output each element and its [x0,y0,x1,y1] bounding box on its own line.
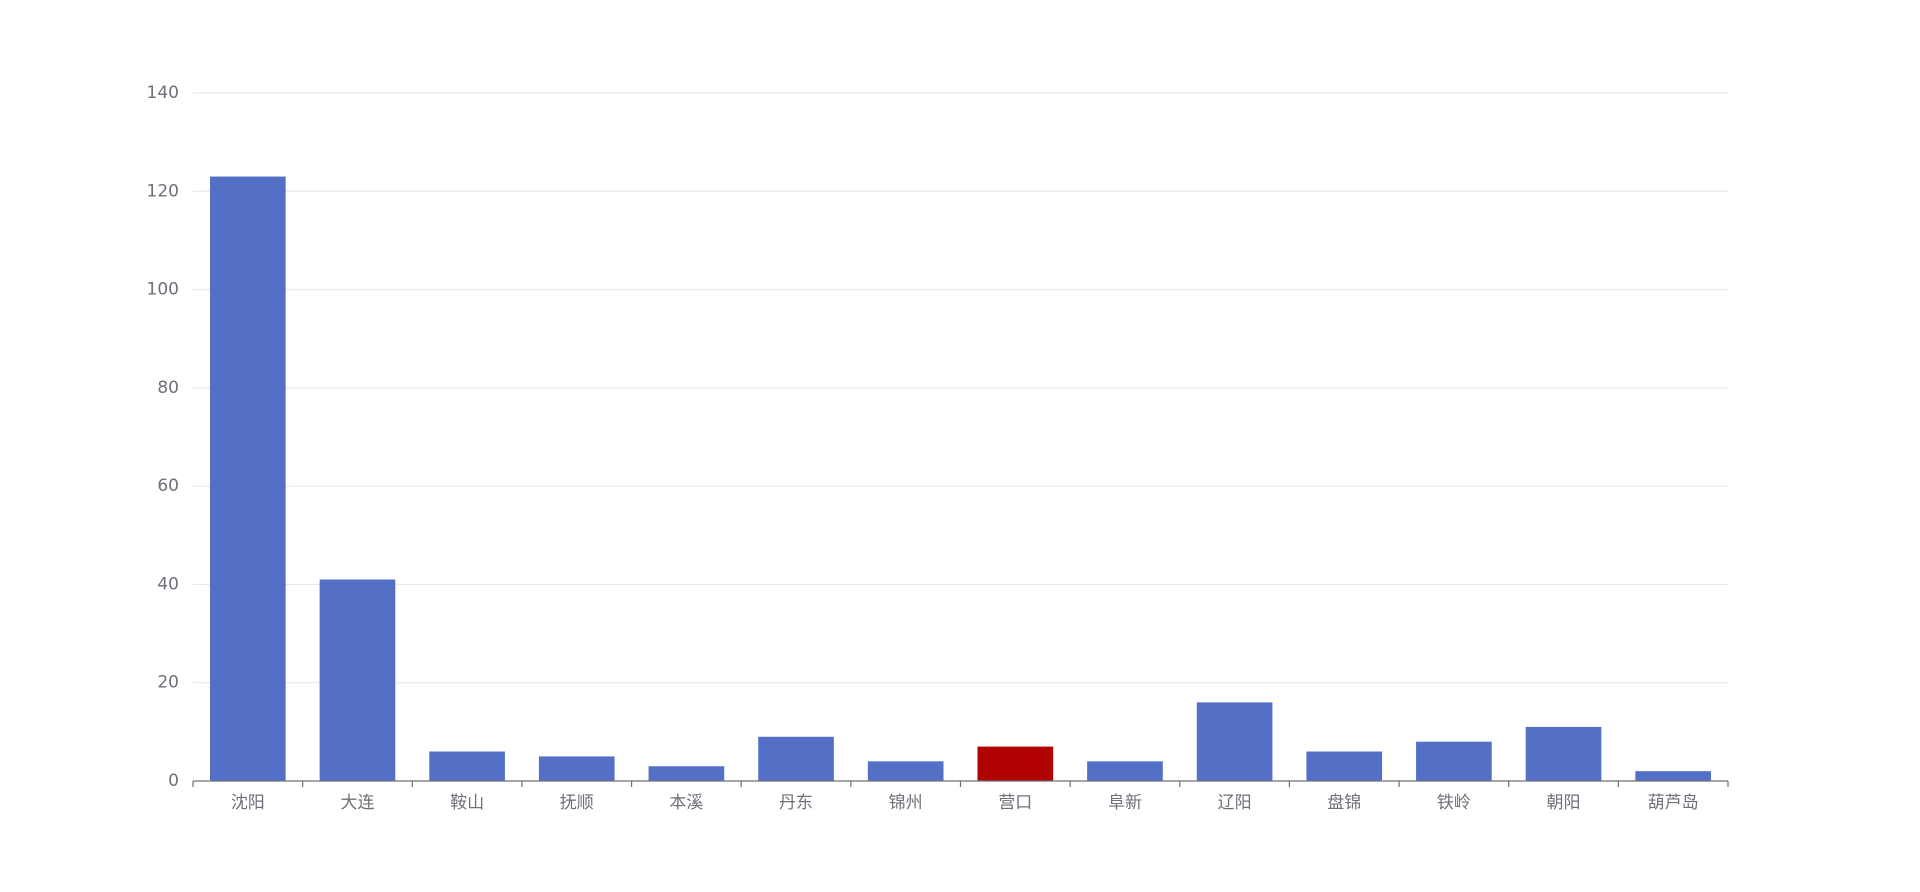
y-tick-label: 40 [157,574,179,594]
x-tick-label: 朝阳 [1547,793,1581,813]
x-tick-label: 本溪 [669,793,703,813]
bar [538,756,615,781]
bar [1087,761,1163,781]
y-tick-label: 0 [168,771,179,791]
x-tick-label: 抚顺 [560,793,594,813]
y-tick-label: 20 [157,673,179,693]
x-tick-label: 盘锦 [1327,793,1361,813]
y-tick-label: 120 [147,181,179,201]
x-tick-label: 营口 [998,793,1032,813]
bar [758,736,834,781]
x-tick-label: 阜新 [1108,793,1142,813]
x-tick-label: 丹东 [779,793,813,813]
y-tick-label: 60 [157,476,179,496]
bar [319,579,396,781]
x-tick-label: 大连 [340,793,374,813]
bar [1635,771,1712,781]
bar [1306,751,1383,781]
bar [209,176,286,782]
x-tick-label: 葫芦岛 [1648,793,1699,813]
bar [648,766,725,781]
bar [977,746,1054,781]
y-tick-label: 80 [157,378,179,398]
bar [1525,726,1602,781]
bar [429,751,505,781]
y-tick-label: 140 [147,83,179,103]
y-tick-label: 100 [147,280,179,300]
x-tick-label: 铁岭 [1437,793,1471,813]
bar [1196,702,1273,781]
x-tick-label: 辽阳 [1218,793,1252,813]
bar [867,761,944,781]
x-tick-label: 沈阳 [231,793,265,813]
x-tick-label: 鞍山 [450,793,484,813]
bar [1416,741,1492,781]
x-tick-label: 锦州 [889,793,923,813]
